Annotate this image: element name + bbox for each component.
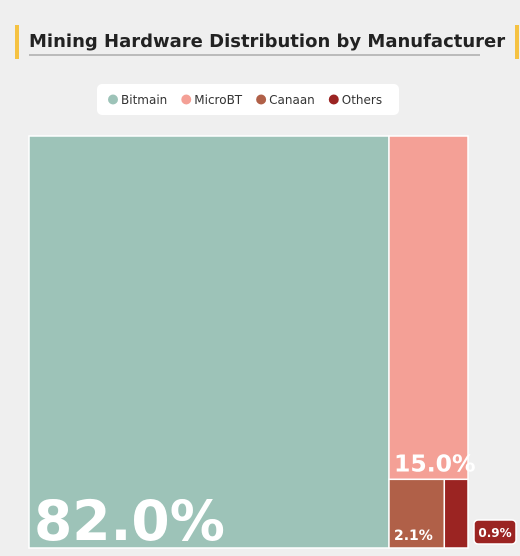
legend-box xyxy=(97,84,399,115)
legend-label: Bitmain xyxy=(121,93,167,107)
treemap-cell xyxy=(388,478,446,549)
legend-swatch xyxy=(328,94,339,105)
value-label: 0.9% xyxy=(478,526,511,540)
legend-label: MicroBT xyxy=(194,93,243,107)
value-label: 82.0% xyxy=(34,489,225,553)
treemap-cell xyxy=(28,135,390,549)
treemap-cell xyxy=(388,135,469,481)
title-accent xyxy=(515,25,519,59)
legend-label: Others xyxy=(342,93,382,107)
legend-label: Canaan xyxy=(269,93,315,107)
title-accent xyxy=(15,25,19,59)
legend-swatch xyxy=(256,94,267,105)
value-label-box xyxy=(473,519,517,545)
legend-swatch xyxy=(181,94,192,105)
chart-title: Mining Hardware Distribution by Manufact… xyxy=(29,31,505,52)
value-label: 2.1% xyxy=(394,528,433,544)
value-label: 15.0% xyxy=(394,449,476,477)
plot-area: 82.0% 15.0% 2.1% 0.9% xyxy=(28,135,517,553)
legend-swatch xyxy=(108,94,118,105)
treemap-cell xyxy=(443,478,469,549)
legend: Bitmain MicroBT Canaan Others xyxy=(108,93,382,107)
